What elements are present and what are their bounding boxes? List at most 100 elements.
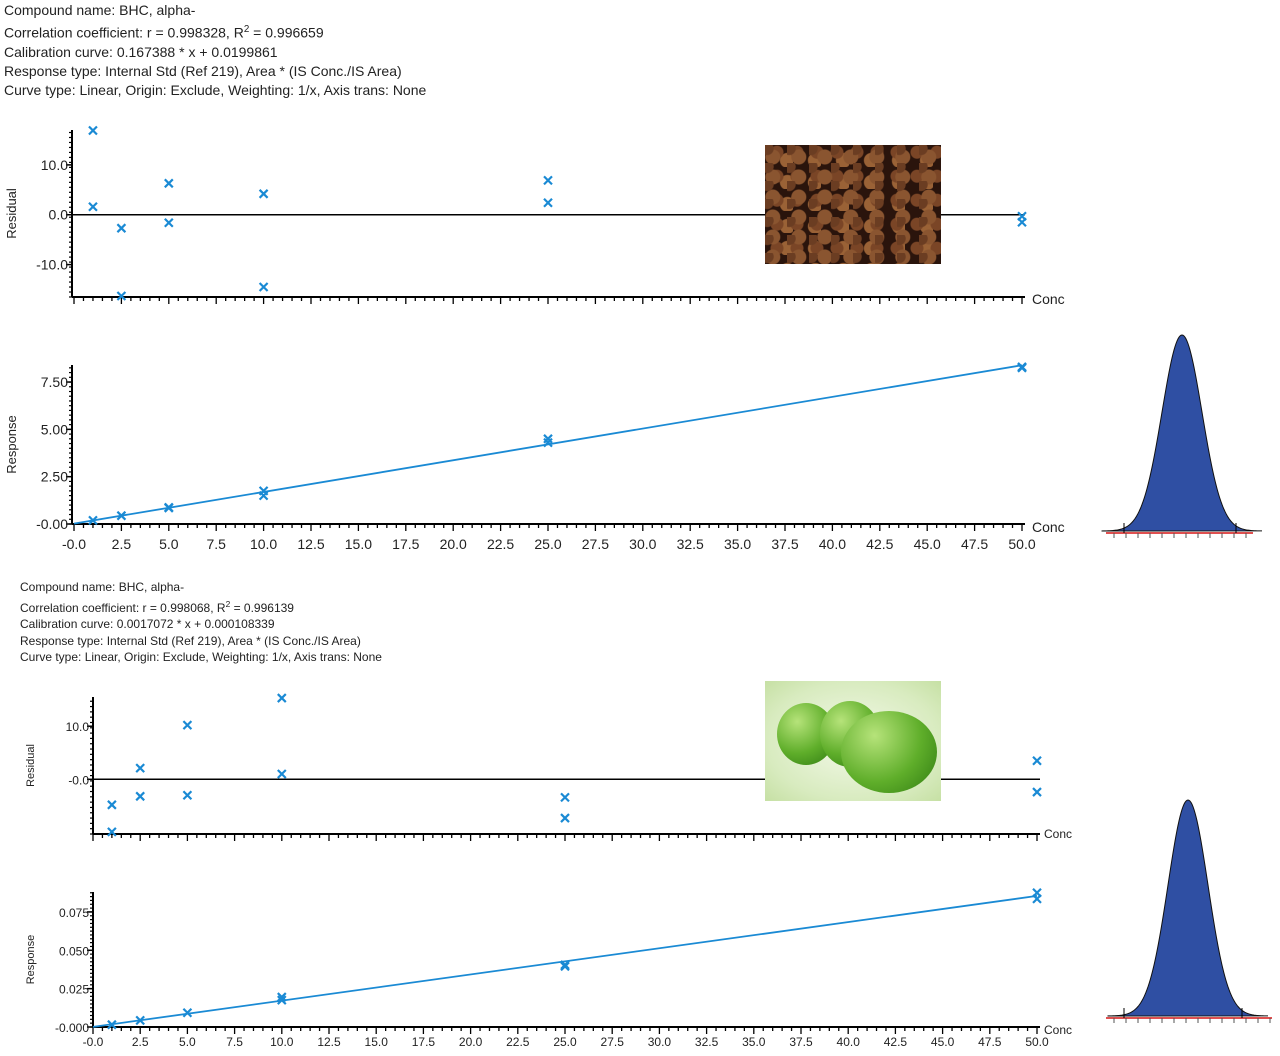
x-tick-label: 12.5 — [297, 536, 324, 552]
calibration-curve: Calibration curve: 0.167388 * x + 0.0199… — [4, 43, 278, 60]
data-point — [277, 769, 287, 779]
x-tick-label: 45.0 — [931, 1035, 955, 1049]
data-point — [88, 515, 98, 526]
x-tick-label: 32.5 — [695, 1035, 719, 1049]
data-point — [1032, 894, 1042, 904]
data-point — [277, 992, 287, 1002]
x-tick-label: 47.5 — [978, 1035, 1002, 1049]
response-type: Response type: Internal Std (Ref 219), A… — [4, 62, 402, 79]
data-point — [182, 720, 193, 730]
data-point — [277, 693, 287, 703]
y-tick-label: 0.025 — [59, 983, 89, 997]
y-tick-label: 7.50 — [41, 374, 68, 390]
x-tick-label: 42.5 — [884, 1035, 908, 1049]
x-tick-label: 7.5 — [206, 536, 226, 552]
data-point — [1017, 217, 1027, 228]
y-axis-label: Residual — [25, 744, 37, 787]
chromatogram-peak — [1107, 799, 1269, 1017]
x-axis-label: Conc — [1032, 519, 1065, 535]
data-point — [1032, 755, 1042, 766]
raisins-photo — [765, 145, 941, 264]
x-tick-label: 35.0 — [724, 536, 751, 552]
x-tick-label: 25.0 — [534, 536, 561, 552]
y-tick-label: -0.00 — [36, 516, 68, 532]
compound-name: Compound name: BHC, alpha- — [20, 580, 185, 594]
calibration-curve: Calibration curve: 0.0017072 * x + 0.000… — [20, 617, 275, 631]
data-point — [1032, 787, 1042, 797]
x-tick-label: 35.0 — [742, 1035, 766, 1049]
data-point — [164, 217, 174, 228]
data-point — [164, 503, 174, 513]
y-axis-label: Response — [4, 415, 19, 474]
data-point — [543, 175, 553, 186]
data-point — [116, 223, 127, 233]
x-tick-label: 32.5 — [677, 536, 704, 552]
y-axis-label: Response — [25, 935, 37, 985]
data-point — [116, 291, 127, 301]
y-tick-label: 10.0 — [66, 720, 90, 734]
x-tick-label: 42.5 — [866, 536, 893, 552]
x-tick-label: 15.0 — [345, 536, 372, 552]
fit-line — [92, 894, 1038, 1028]
compound-name: Compound name: BHC, alpha- — [4, 2, 196, 18]
data-point — [164, 178, 174, 189]
x-axis-label: Conc — [1032, 291, 1065, 307]
data-point — [135, 1015, 145, 1026]
x-tick-label: 10.0 — [250, 536, 277, 552]
x-tick-label: 7.5 — [226, 1035, 243, 1049]
x-tick-label: -0.0 — [83, 1035, 104, 1049]
x-tick-label: 5.0 — [179, 1035, 196, 1049]
x-tick-label: 5.0 — [159, 536, 179, 552]
data-point — [258, 490, 269, 501]
y-tick-label: 2.50 — [41, 469, 68, 485]
y-tick-label: -0.000 — [55, 1021, 89, 1035]
curve-type: Curve type: Linear, Origin: Exclude, Wei… — [20, 650, 382, 664]
data-point — [107, 1019, 117, 1030]
data-point — [258, 282, 269, 292]
data-point — [182, 1007, 193, 1018]
y-tick-label: 0.075 — [59, 906, 89, 920]
x-tick-label: 40.0 — [819, 536, 846, 552]
x-tick-label: 17.5 — [412, 1035, 436, 1049]
x-tick-label: 22.5 — [487, 536, 514, 552]
correlation-coefficient: Correlation coefficient: r = 0.998328, R… — [4, 24, 324, 41]
x-axis-label: Conc — [1044, 827, 1072, 841]
data-point — [543, 437, 553, 448]
x-axis-label: Conc — [1044, 1023, 1072, 1037]
data-point — [88, 125, 98, 136]
data-point — [258, 189, 269, 199]
x-tick-label: 2.5 — [112, 536, 132, 552]
response-type: Response type: Internal Std (Ref 219), A… — [20, 633, 361, 648]
data-point — [107, 827, 117, 837]
apples-photo — [765, 681, 941, 801]
y-tick-label: -10.0 — [36, 257, 68, 273]
x-tick-label: 37.5 — [789, 1035, 813, 1049]
fit-line — [73, 364, 1023, 525]
x-tick-label: 20.0 — [459, 1035, 483, 1049]
data-point — [560, 961, 570, 972]
y-tick-label: 0.0 — [49, 207, 69, 223]
x-tick-label: 15.0 — [365, 1035, 389, 1049]
x-tick-label: 12.5 — [317, 1035, 341, 1049]
correlation-coefficient: Correlation coefficient: r = 0.998068, R… — [20, 598, 294, 615]
data-point — [543, 198, 553, 208]
x-tick-label: 47.5 — [961, 536, 988, 552]
data-point — [560, 792, 570, 803]
data-point — [560, 813, 570, 823]
data-point — [1017, 363, 1027, 373]
data-point — [88, 201, 98, 212]
info-block-1: Compound name: BHC, alpha- Correlation c… — [4, 1, 426, 100]
x-tick-label: 27.5 — [582, 536, 609, 552]
data-point — [135, 791, 145, 802]
x-tick-label: 10.0 — [270, 1035, 294, 1049]
x-tick-label: 27.5 — [601, 1035, 625, 1049]
info-block-2: Compound name: BHC, alpha- Correlation c… — [20, 579, 382, 666]
x-tick-label: 17.5 — [392, 536, 419, 552]
x-tick-label: 20.0 — [440, 536, 467, 552]
x-tick-label: 30.0 — [648, 1035, 672, 1049]
data-point — [182, 790, 193, 801]
x-tick-label: 45.0 — [914, 536, 941, 552]
x-tick-label: 30.0 — [629, 536, 656, 552]
y-tick-label: 5.00 — [41, 421, 68, 437]
